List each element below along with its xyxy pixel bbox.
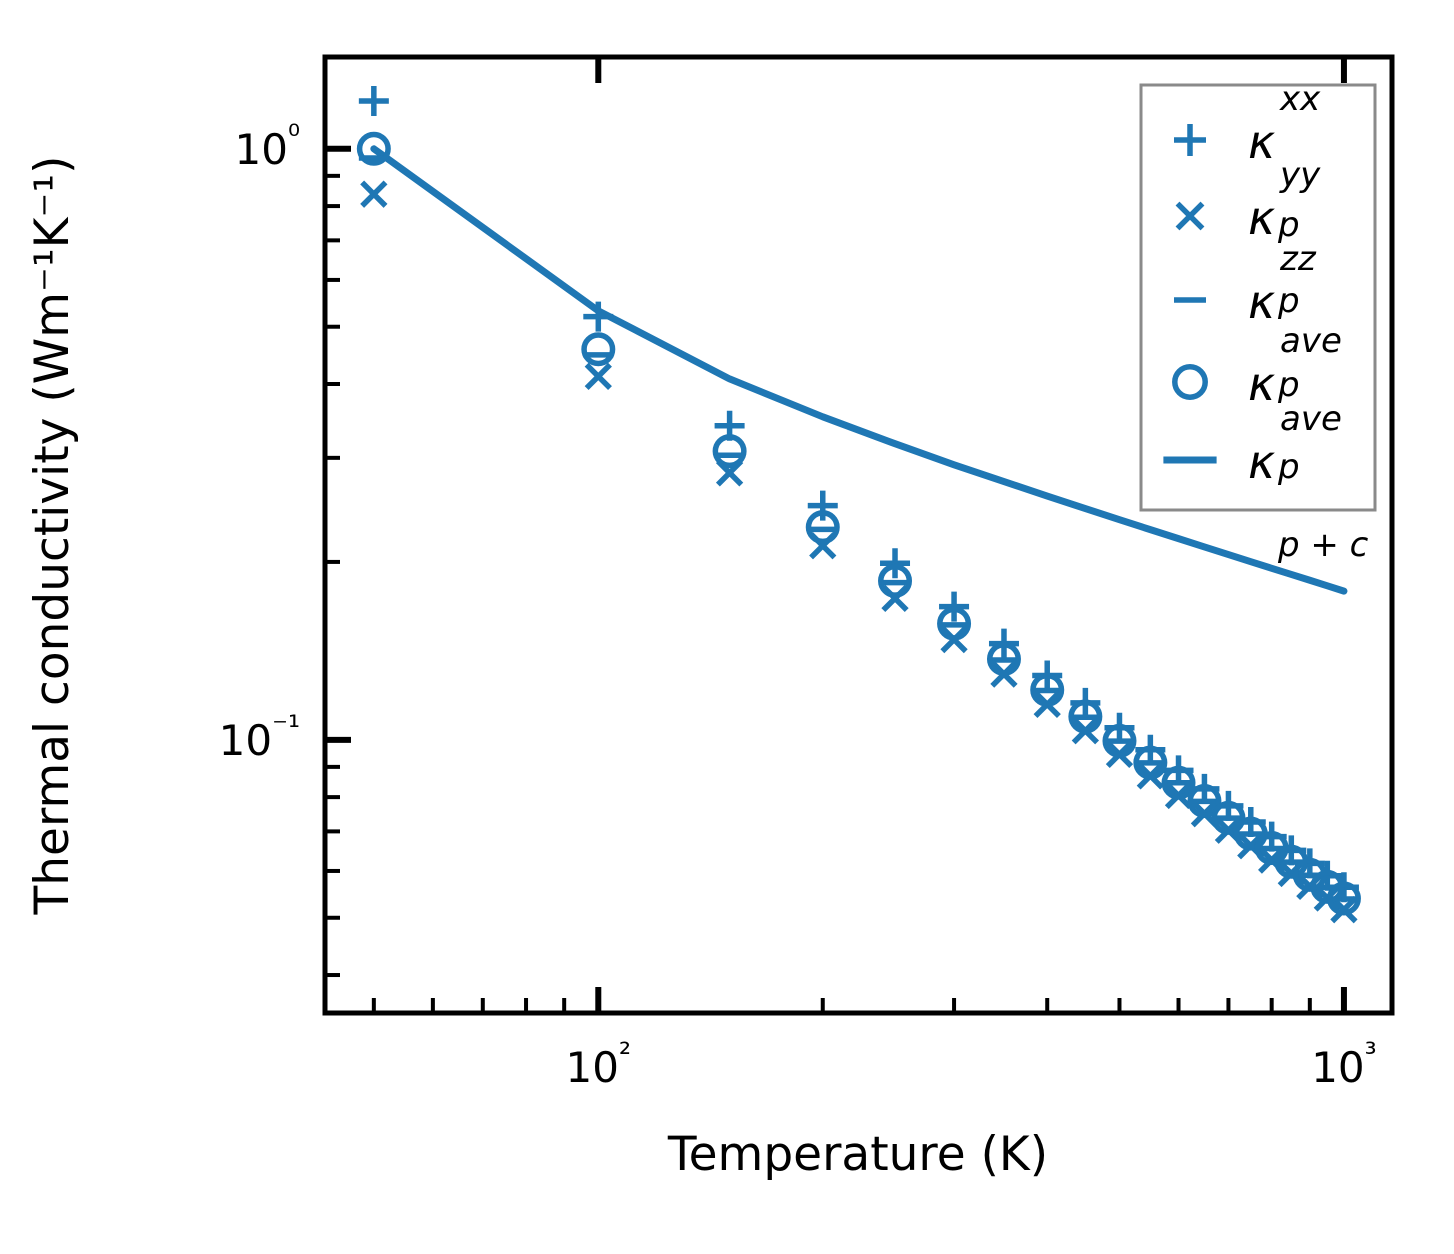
marker-circle bbox=[712, 434, 747, 469]
marker-cross bbox=[360, 180, 388, 208]
marker-circle bbox=[805, 510, 840, 545]
marker-circle bbox=[1326, 881, 1361, 916]
x-tick-labels: 10² 10³ bbox=[566, 1037, 1377, 1092]
marker-circle bbox=[1030, 672, 1065, 707]
marker-circle bbox=[581, 332, 616, 367]
marker-circle bbox=[1172, 364, 1208, 400]
legend-entry-label: κave p + c bbox=[1248, 399, 1369, 565]
marker-plus bbox=[880, 548, 911, 579]
legend-entry-label: κyy p bbox=[1248, 155, 1321, 321]
y-tick-labels: 10⁰ 10⁻¹ bbox=[219, 119, 300, 765]
marker-circle bbox=[937, 606, 972, 641]
legend-marker-cross bbox=[1175, 201, 1205, 231]
plot-frame bbox=[322, 54, 1395, 1016]
marker-circle bbox=[1133, 745, 1168, 780]
marker-circle bbox=[356, 131, 391, 166]
marker-circle bbox=[1187, 783, 1222, 818]
legend-entry-label: κave p bbox=[1248, 321, 1342, 487]
x-tick-label: 10³ bbox=[1311, 1037, 1376, 1092]
legend-entry-label: κzz p bbox=[1248, 239, 1317, 405]
y-tick-label: 10⁻¹ bbox=[219, 710, 300, 765]
x-tick-label: 10² bbox=[566, 1037, 631, 1092]
marker-circle bbox=[1102, 723, 1137, 758]
marker-circle bbox=[1068, 699, 1103, 734]
legend-entry-label: κxx p bbox=[1248, 79, 1321, 245]
marker-plus bbox=[583, 301, 614, 332]
marker-circle bbox=[878, 563, 913, 598]
marker-cross bbox=[1175, 201, 1205, 231]
marker-circle bbox=[1161, 765, 1196, 800]
kappa-p-plus-c-ave-line-path bbox=[370, 145, 1348, 595]
legend-marker-plus bbox=[1174, 124, 1206, 156]
y-tick-label: 10⁰ bbox=[235, 119, 300, 174]
x-axis-label: Temperature (K) bbox=[667, 1127, 1048, 1182]
marker-cross bbox=[584, 362, 612, 391]
marker-circle bbox=[986, 642, 1021, 677]
legend-marker-circle bbox=[1172, 364, 1208, 400]
marker-cross bbox=[1330, 896, 1358, 924]
kappa-p-ave-markers bbox=[356, 131, 1361, 916]
kappa-p-plus-c-ave-line bbox=[370, 145, 1348, 595]
marker-plus bbox=[1174, 124, 1206, 156]
y-axis-label: Thermal conductivity (Wm⁻¹K⁻¹) bbox=[25, 156, 80, 916]
marker-plus bbox=[807, 490, 838, 521]
marker-plus bbox=[358, 85, 389, 116]
marker-circle bbox=[1211, 800, 1246, 835]
